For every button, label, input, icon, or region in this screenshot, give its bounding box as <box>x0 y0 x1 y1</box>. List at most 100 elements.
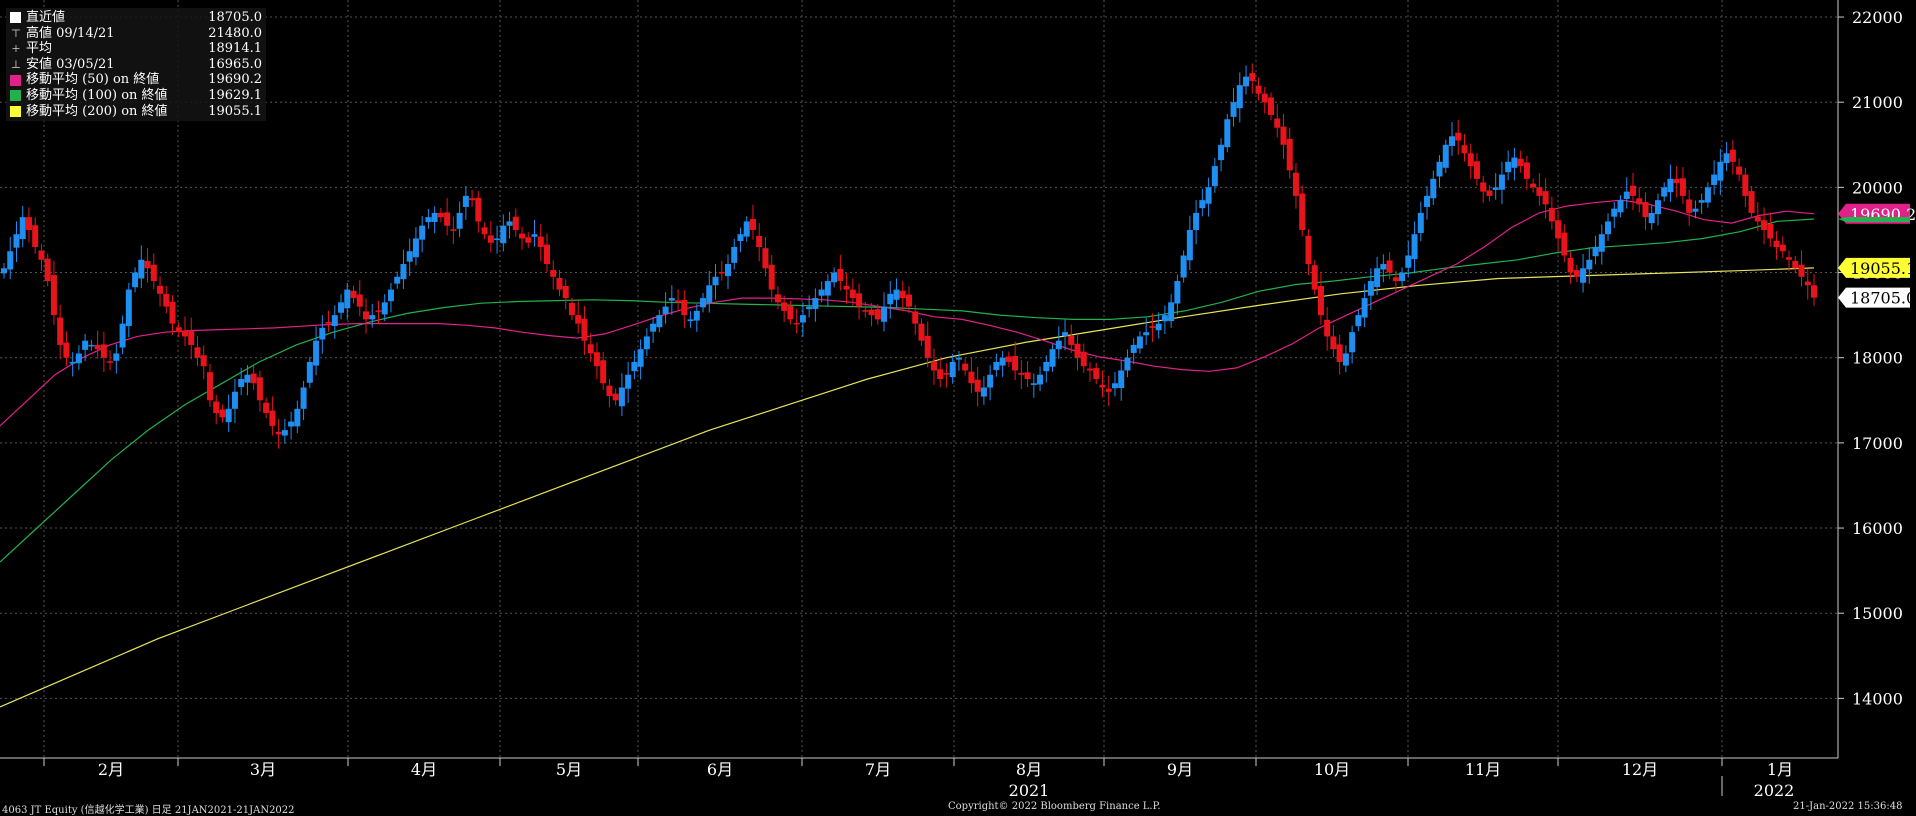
candle-body <box>519 233 526 239</box>
candle-body <box>1349 332 1356 353</box>
candle-body <box>19 217 26 239</box>
candle <box>1074 334 1081 371</box>
candle <box>1342 345 1349 373</box>
candle <box>1249 63 1256 94</box>
candle <box>1704 182 1711 208</box>
candle <box>1136 331 1143 354</box>
candle-body <box>550 269 557 277</box>
candle-body <box>338 302 345 313</box>
candle-body <box>1748 191 1755 213</box>
candle <box>288 411 295 440</box>
candle <box>787 300 794 325</box>
candle-body <box>75 353 82 364</box>
candle-body <box>1012 356 1019 371</box>
candle-body <box>200 355 207 367</box>
candle <box>706 271 713 313</box>
candle <box>1548 196 1555 230</box>
candle-body <box>419 225 426 240</box>
candle <box>1661 182 1668 202</box>
candle-body <box>1436 161 1443 177</box>
candle <box>144 248 151 283</box>
candle-body <box>288 421 295 427</box>
candle <box>1486 185 1493 201</box>
candle-body <box>475 197 482 222</box>
candle <box>544 233 550 273</box>
candle <box>1505 150 1512 181</box>
candle <box>550 260 557 290</box>
month-label: 10月 <box>1314 760 1350 779</box>
candle-body <box>1037 374 1044 385</box>
candle-body <box>1305 235 1312 265</box>
legend-item: 移動平均 (200) on 終値 19055.1 <box>10 104 262 120</box>
candle-body <box>1311 265 1318 290</box>
candle <box>1118 360 1125 401</box>
candle <box>1018 360 1025 390</box>
candle-body <box>500 225 507 244</box>
candle <box>469 190 476 207</box>
candle <box>918 318 925 346</box>
candle-body <box>231 391 238 409</box>
candle <box>525 232 532 248</box>
candle-body <box>862 310 869 312</box>
candle <box>338 294 345 320</box>
candle-body <box>1561 232 1568 256</box>
candle-body <box>1317 285 1324 316</box>
candle <box>1268 92 1274 121</box>
candle-body <box>1630 185 1636 196</box>
candle-body <box>606 385 613 397</box>
candle <box>668 285 675 315</box>
candle <box>1761 207 1768 245</box>
candle-body <box>1399 272 1406 282</box>
candle <box>1224 114 1231 153</box>
candle-body <box>1804 281 1811 286</box>
candle <box>1311 260 1318 295</box>
candle-body <box>144 260 151 269</box>
candle-body <box>625 374 632 389</box>
candle-body <box>1093 368 1100 379</box>
candle <box>88 339 95 351</box>
candle <box>930 348 937 385</box>
candle <box>1199 188 1206 217</box>
ma50-line <box>0 199 1815 427</box>
candle-body <box>1467 153 1474 167</box>
candle-body <box>1161 315 1168 322</box>
footer-security: 4063 JT Equity (信越化学工業) 日足 21JAN2021-21J… <box>2 805 295 816</box>
candle-body <box>1661 187 1668 197</box>
candle-body <box>1380 264 1387 270</box>
candle-body <box>213 401 220 414</box>
candle <box>1037 366 1044 392</box>
candle-body <box>1698 200 1705 203</box>
candle <box>500 214 507 252</box>
candle-body <box>881 306 888 322</box>
candle <box>1111 372 1118 397</box>
candle-body <box>1261 93 1268 103</box>
candle <box>206 364 213 407</box>
candle <box>82 334 89 362</box>
candle <box>606 379 613 408</box>
candle <box>425 209 432 229</box>
price-tag-shape <box>1838 216 1910 222</box>
candle <box>256 370 263 412</box>
candle-body <box>1080 351 1087 367</box>
candle <box>1580 253 1587 293</box>
candle <box>57 304 64 360</box>
year-label: 2022 <box>1754 781 1795 800</box>
candle <box>1380 254 1387 283</box>
candle <box>1530 178 1537 193</box>
candle <box>1218 138 1225 172</box>
candle <box>881 292 888 332</box>
candle <box>1405 241 1412 278</box>
candle <box>1492 173 1499 200</box>
candle <box>175 322 182 338</box>
candle <box>556 269 563 297</box>
candle <box>562 279 569 310</box>
candle-body <box>612 393 619 401</box>
candle-body <box>650 323 657 332</box>
candle-body <box>949 361 956 378</box>
candle-body <box>1736 166 1743 175</box>
candle-body <box>1074 343 1081 358</box>
candle-body <box>512 216 519 230</box>
candle-body <box>962 363 969 371</box>
candle-body <box>874 309 881 320</box>
candle-body <box>487 235 494 243</box>
